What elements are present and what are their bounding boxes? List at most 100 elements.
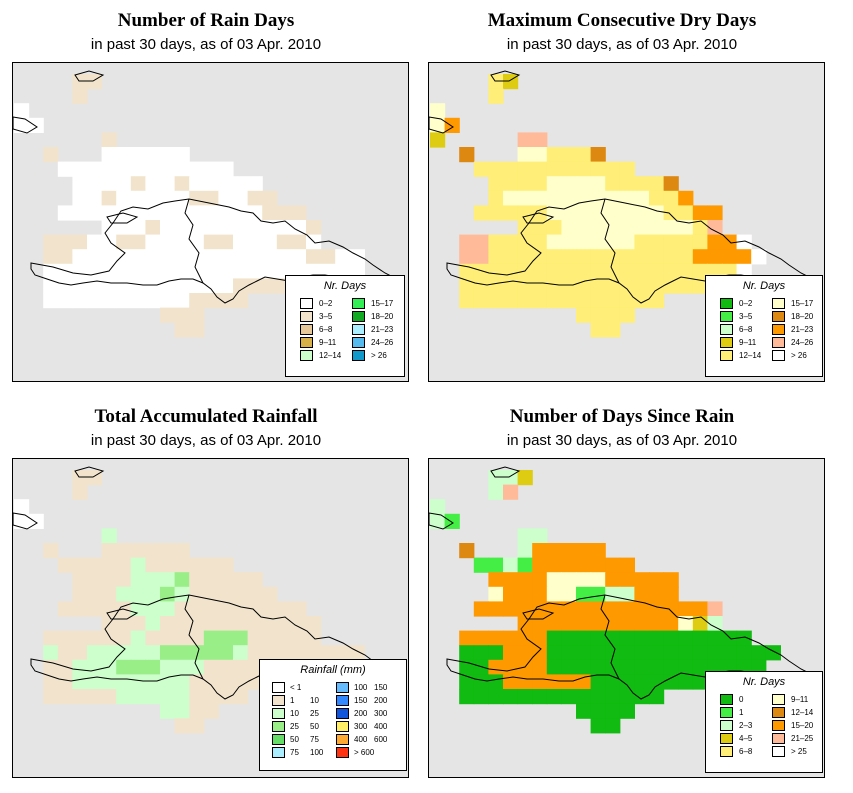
grid-cell: [605, 557, 621, 573]
grid-cell: [605, 601, 621, 617]
grid-cell: [649, 190, 665, 206]
grid-cell: [590, 190, 606, 206]
grid-cell: [649, 689, 665, 705]
legend-swatch: [720, 707, 733, 718]
grid-cell: [101, 630, 117, 646]
grid-cell: [692, 601, 708, 617]
grid-cell: [692, 674, 708, 690]
grid-cell: [145, 176, 161, 192]
map-legend: Nr. Days 0–2 3–5 6–8 9–11 12–14 15–17 18–20 21–…: [705, 275, 823, 377]
legend-swatch: [772, 324, 785, 335]
legend-item: 3–5: [300, 311, 348, 323]
grid-cell: [459, 543, 475, 559]
grid-cell: [57, 263, 73, 279]
grid-cell: [174, 630, 190, 646]
grid-cell: [233, 645, 249, 661]
legend-label: 0–2: [319, 299, 333, 308]
grid-cell: [634, 645, 650, 661]
grid-cell: [43, 293, 59, 309]
legend-item: 50 75: [272, 734, 334, 746]
grid-cell: [517, 674, 533, 690]
grid-cell: [517, 543, 533, 559]
grid-cell: [262, 190, 278, 206]
grid-cell: [72, 278, 88, 294]
grid-cell: [72, 557, 88, 573]
grid-cell: [160, 645, 176, 661]
grid-cell: [503, 176, 519, 192]
grid-cell: [561, 645, 577, 661]
grid-cell: [546, 572, 562, 588]
grid-cell: [101, 528, 117, 544]
grid-cell: [57, 601, 73, 617]
grid-cell: [14, 117, 30, 133]
grid-cell: [517, 147, 533, 163]
grid-cell: [634, 616, 650, 632]
grid-cell: [546, 234, 562, 250]
grid-cell: [576, 689, 592, 705]
legend-swatch: [720, 311, 733, 322]
grid-cell: [459, 645, 475, 661]
grid-cell: [189, 645, 205, 661]
grid-cell: [72, 234, 88, 250]
grid-cell: [707, 234, 723, 250]
legend-label-high: 150: [374, 683, 388, 692]
grid-cell: [160, 601, 176, 617]
grid-cell: [546, 557, 562, 573]
legend-item: 150 200: [336, 695, 398, 707]
grid-cell: [130, 278, 146, 294]
grid-cell: [561, 659, 577, 675]
grid-cell: [116, 616, 132, 632]
grid-cell: [174, 278, 190, 294]
legend-item: 0–2: [720, 298, 768, 310]
grid-cell: [532, 147, 548, 163]
map-frame: Nr. Days 0–2 3–5 6–8 9–11 12–14 15–17 18–20 21–…: [428, 62, 825, 382]
grid-cell: [546, 293, 562, 309]
grid-cell: [473, 293, 489, 309]
grid-cell: [619, 307, 635, 323]
grid-cell: [174, 601, 190, 617]
grid-cell: [72, 645, 88, 661]
grid-cell: [590, 557, 606, 573]
grid-cell: [736, 234, 752, 250]
panel-title: Number of Rain Days: [117, 10, 295, 31]
grid-cell: [605, 322, 621, 338]
grid-cell: [130, 543, 146, 559]
grid-cell: [233, 190, 249, 206]
grid-cell: [692, 278, 708, 294]
grid-cell: [43, 689, 59, 705]
grid-cell: [619, 586, 635, 602]
grid-cell: [634, 586, 650, 602]
grid-cell: [546, 543, 562, 559]
legend-item: 25 50: [272, 721, 334, 733]
grid-cell: [203, 176, 219, 192]
grid-cell: [576, 249, 592, 265]
grid-cell: [488, 601, 504, 617]
grid-cell: [503, 205, 519, 221]
grid-cell: [503, 645, 519, 661]
grid-cell: [160, 161, 176, 177]
panel-days-since-rain: Number of Days Since Rain in past 30 day…: [416, 396, 828, 786]
grid-cell: [517, 132, 533, 148]
grid-cell: [546, 161, 562, 177]
grid-cell: [203, 205, 219, 221]
grid-cell: [649, 176, 665, 192]
grid-cell: [663, 630, 679, 646]
grid-cell: [561, 543, 577, 559]
legend-item: 1 10: [272, 695, 334, 707]
grid-cell: [619, 176, 635, 192]
grid-cell: [72, 689, 88, 705]
grid-cell: [218, 586, 234, 602]
grid-cell: [160, 689, 176, 705]
grid-cell: [189, 220, 205, 236]
grid-cell: [590, 659, 606, 675]
grid-cell: [145, 572, 161, 588]
grid-cell: [576, 586, 592, 602]
grid-cell: [233, 616, 249, 632]
grid-cell: [189, 161, 205, 177]
legend-label-low: 1: [290, 696, 295, 705]
grid-cell: [459, 249, 475, 265]
grid-cell: [203, 616, 219, 632]
legend-item: 21–23: [352, 324, 400, 336]
grid-cell: [532, 220, 548, 236]
grid-cell: [488, 205, 504, 221]
